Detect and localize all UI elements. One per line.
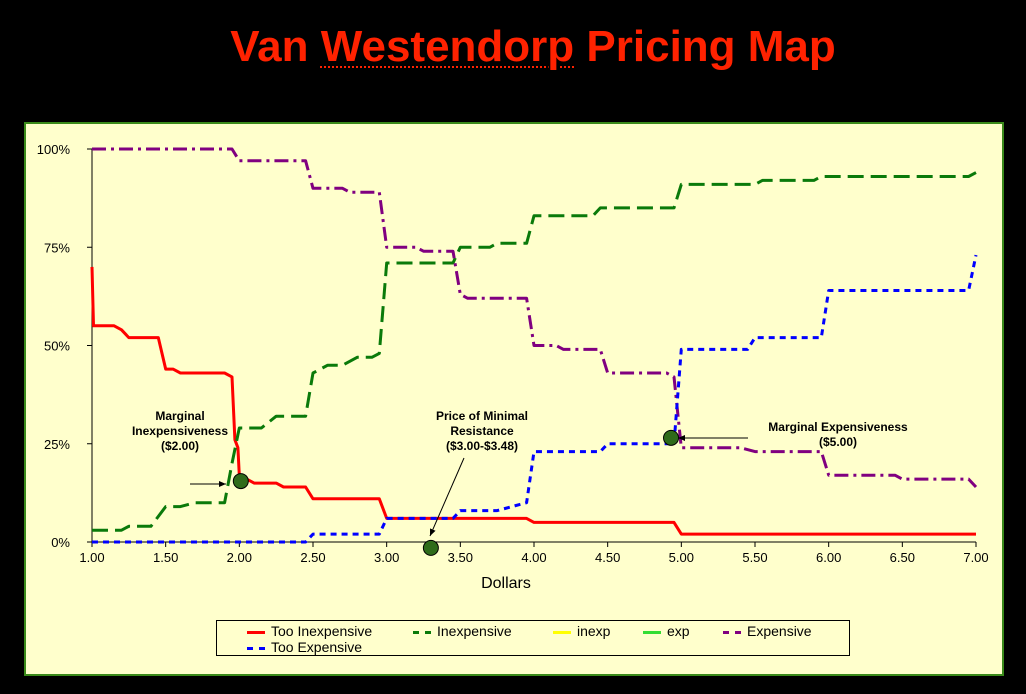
x-tick-label: 2.50: [300, 550, 325, 565]
series-line-inexpensive: [92, 171, 977, 532]
annotation-marginal-expensiveness-line1: Marginal Expensiveness: [768, 420, 908, 434]
legend-label-too-expensive: Too Expensive: [271, 639, 363, 655]
arrow-minimal-resistance: [429, 457, 465, 537]
x-tick-label: 6.50: [890, 550, 915, 565]
minimal-resistance-point: [422, 539, 439, 556]
x-tick-label: 7.00: [963, 550, 988, 565]
x-tick-label: 3.50: [448, 550, 473, 565]
legend-swatch-exp: [643, 630, 661, 634]
annotation-minimal-resistance-line3: ($3.00-$3.48): [446, 439, 518, 453]
legend-label-inexpensive: Inexpensive: [437, 623, 512, 639]
x-tick-label: 3.00: [374, 550, 399, 565]
annotation-marginal-inexpensiveness-line2: Inexpensiveness: [132, 424, 228, 438]
legend-item-too-expensive: Too Expensive: [247, 639, 362, 655]
legend-item-inexpensive: Inexpensive: [413, 623, 512, 639]
chart-title: Van Westendorp Pricing Map: [0, 22, 1026, 72]
marginal-inexpensiveness-point: [232, 473, 249, 490]
pricing-chart: 0% 25% 50% 75% 100% 1.00 1.50 2.00 2.50 3.00 3.50 4…: [37, 142, 989, 592]
y-tick-label: 75%: [44, 240, 70, 255]
x-tick-label: 5.00: [669, 550, 694, 565]
x-axis-title: Dollars: [481, 575, 531, 592]
x-tick-label: 1.00: [79, 550, 104, 565]
y-tick-label: 50%: [44, 339, 70, 354]
annotation-minimal-resistance-line2: Resistance: [450, 424, 514, 438]
legend-item-exp: exp: [643, 623, 690, 639]
legend-item-inexp: inexp: [553, 623, 610, 639]
x-tick-label: 6.00: [816, 550, 841, 565]
x-tick-label: 5.50: [742, 550, 767, 565]
series-line-too-inexpensive: [90, 266, 976, 536]
y-tick-label: 0%: [51, 535, 70, 550]
axes: 0% 25% 50% 75% 100% 1.00 1.50 2.00 2.50 3.00 3.50 4…: [37, 142, 989, 592]
legend-label-expensive: Expensive: [747, 623, 812, 639]
y-tick-label: 100%: [37, 142, 71, 157]
legend-swatch-too-expensive: [247, 646, 265, 650]
annotation-marginal-inexpensiveness-line3: ($2.00): [161, 439, 199, 453]
x-tick-label: 4.00: [521, 550, 546, 565]
title-part-underlined: Westendorp: [320, 22, 575, 71]
chart-panel: 0% 25% 50% 75% 100% 1.00 1.50 2.00 2.50 3.00 3.50 4…: [24, 122, 1004, 676]
series-layer: [90, 147, 978, 544]
series-line-expensive: [92, 147, 978, 489]
x-tick-label: 1.50: [153, 550, 178, 565]
annotation-marginal-expensiveness-line2: ($5.00): [819, 435, 857, 449]
x-tick-label: 2.00: [227, 550, 252, 565]
legend-swatch-too-inexpensive: [247, 630, 265, 634]
marginal-expensiveness-point: [663, 429, 680, 446]
title-part-2: Pricing Map: [574, 22, 836, 71]
legend-swatch-inexp: [553, 630, 571, 634]
title-part-1: Van: [230, 22, 321, 71]
marker-layer: [232, 429, 680, 556]
legend-swatch-expensive: [723, 630, 741, 634]
legend-label-too-inexpensive: Too Inexpensive: [271, 623, 373, 639]
legend-item-expensive: Expensive: [723, 623, 812, 639]
y-tick-label: 25%: [44, 437, 70, 452]
legend-swatch-inexpensive: [413, 630, 431, 634]
annotation-marginal-inexpensiveness-line1: Marginal: [155, 409, 204, 423]
legend-label-inexp: inexp: [577, 623, 611, 639]
annotations: Marginal Inexpensiveness ($2.00) Price o…: [132, 409, 908, 537]
x-tick-label: 4.50: [595, 550, 620, 565]
annotation-minimal-resistance-line1: Price of Minimal: [436, 409, 528, 423]
legend-item-too-inexpensive: Too Inexpensive: [247, 623, 372, 639]
legend-label-exp: exp: [667, 623, 690, 639]
legend: Too Inexpensive Inexpensive inexp exp Ex…: [216, 620, 850, 656]
